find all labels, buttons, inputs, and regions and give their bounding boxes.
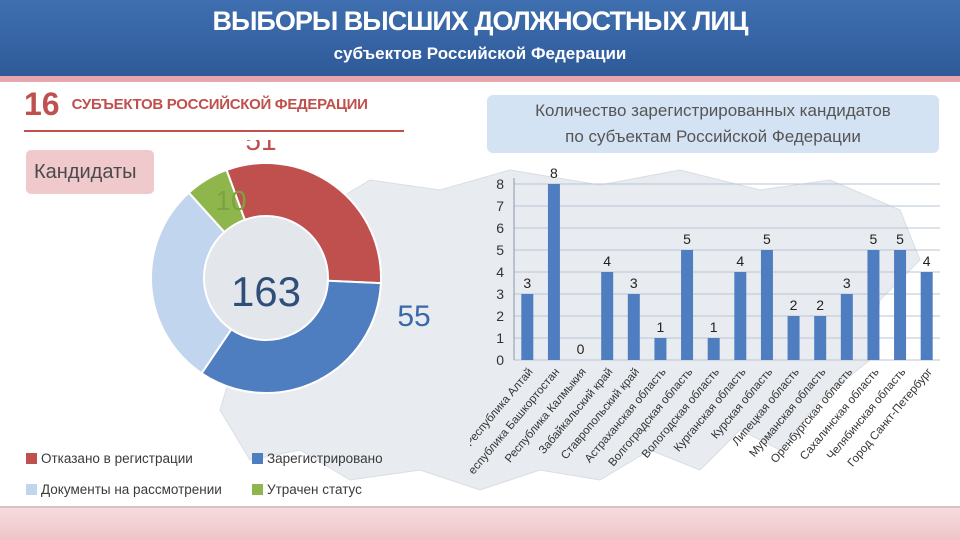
- legend-swatch: [252, 452, 263, 464]
- legend-label: Отказано в регистрации: [41, 451, 193, 466]
- donut-value-label: 55: [397, 300, 430, 333]
- bar: [547, 184, 560, 360]
- legend-swatch: [252, 483, 263, 495]
- bar: [627, 294, 640, 360]
- y-tick-label: 1: [496, 330, 504, 346]
- bar: [760, 250, 773, 360]
- y-tick-label: 0: [496, 352, 504, 368]
- subjects-heading: 16 СУБЪЕКТОВ РОССИЙСКОЙ ФЕДЕРАЦИИ: [24, 86, 368, 123]
- legend-swatch: [26, 452, 37, 464]
- footer-stripe: [0, 508, 960, 540]
- donut-slice: [200, 279, 382, 394]
- legend-label: Документы на рассмотрении: [41, 482, 222, 497]
- bar-chart-title-line1: Количество зарегистрированных кандидатов: [535, 101, 891, 120]
- candidates-donut-chart: 51 55 47 10: [150, 140, 430, 397]
- bar: [521, 294, 534, 360]
- bar-value-label: 2: [790, 297, 798, 313]
- donut-slice: [150, 191, 233, 375]
- page-subtitle: субъектов Российской Федерации: [333, 44, 627, 63]
- bar-value-label: 4: [603, 253, 611, 269]
- header-stripe: [0, 76, 960, 82]
- bar: [867, 250, 880, 360]
- bar-value-label: 5: [896, 231, 904, 247]
- bar-value-label: 2: [816, 297, 824, 313]
- bar: [601, 272, 614, 360]
- y-tick-label: 7: [496, 198, 504, 214]
- subjects-label: СУБЪЕКТОВ РОССИЙСКОЙ ФЕДЕРАЦИИ: [71, 96, 368, 113]
- bar-value-label: 5: [870, 231, 878, 247]
- donut-value-label: 51: [245, 140, 276, 156]
- y-tick-label: 8: [496, 176, 504, 192]
- bar: [734, 272, 747, 360]
- bar-value-label: 5: [763, 231, 771, 247]
- bar-value-label: 3: [523, 275, 531, 291]
- subjects-count: 16: [24, 86, 60, 122]
- bar-value-label: 0: [577, 341, 585, 357]
- y-tick-label: 5: [496, 242, 504, 258]
- bar-value-label: 3: [630, 275, 638, 291]
- y-tick-label: 6: [496, 220, 504, 236]
- legend-swatch: [26, 483, 37, 495]
- bar-value-label: 1: [657, 319, 665, 335]
- bar-chart-title-line2: по субъектам Российской Федерации: [565, 127, 861, 146]
- bar-value-label: 4: [923, 253, 931, 269]
- bar-value-label: 1: [710, 319, 718, 335]
- bar: [681, 250, 694, 360]
- candidates-label-box: Кандидаты: [26, 150, 154, 194]
- bar: [707, 338, 720, 360]
- bar-value-label: 4: [736, 253, 744, 269]
- legend-item-registered: Зарегистрировано: [252, 451, 383, 466]
- bar: [920, 272, 933, 360]
- y-tick-label: 3: [496, 286, 504, 302]
- bar-value-label: 5: [683, 231, 691, 247]
- donut-center-total: 163: [230, 268, 302, 315]
- bar-value-label: 3: [843, 275, 851, 291]
- bar: [787, 316, 800, 360]
- bar-chart-title-box: Количество зарегистрированных кандидатов…: [487, 95, 939, 153]
- subjects-divider: [24, 130, 404, 132]
- bar: [814, 316, 827, 360]
- footer-line: [0, 506, 960, 509]
- donut-value-label: 10: [215, 185, 246, 216]
- y-tick-label: 2: [496, 308, 504, 324]
- legend-item-pending: Документы на рассмотрении: [26, 482, 222, 497]
- donut-slice: [225, 162, 382, 285]
- legend-label: Утрачен статус: [267, 482, 362, 497]
- legend-label: Зарегистрировано: [267, 451, 383, 466]
- y-tick-label: 4: [496, 264, 504, 280]
- page-title: ВЫБОРЫ ВЫСШИХ ДОЛЖНОСТНЫХ ЛИЦ: [212, 6, 748, 36]
- donut-hole: [205, 217, 327, 339]
- legend-item-lost-status: Утрачен статус: [252, 482, 362, 497]
- bar: [840, 294, 853, 360]
- legend-item-refused: Отказано в регистрации: [26, 451, 193, 466]
- bar: [654, 338, 667, 360]
- donut-value-label: 47: [241, 364, 274, 397]
- bar-value-label: 8: [550, 165, 558, 181]
- bar: [894, 250, 907, 360]
- candidates-label: Кандидаты: [34, 161, 137, 183]
- donut-slice: [187, 168, 247, 234]
- header-banner: ВЫБОРЫ ВЫСШИХ ДОЛЖНОСТНЫХ ЛИЦ субъектов …: [0, 0, 960, 76]
